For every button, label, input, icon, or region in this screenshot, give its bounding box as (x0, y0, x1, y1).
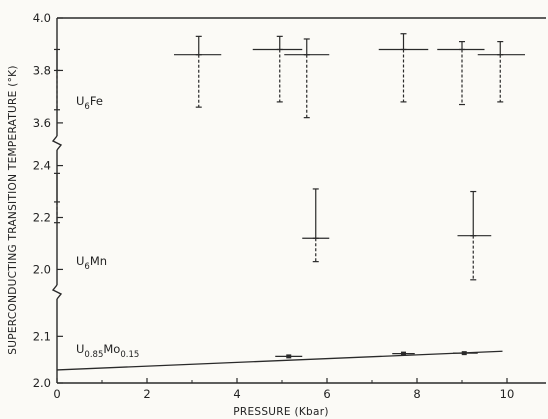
plot-frame (51, 17, 546, 384)
data-point (174, 35, 222, 108)
point-marker (401, 351, 406, 356)
svg-text:U0.85Mo0.15: U0.85Mo0.15 (76, 342, 139, 360)
y-tick-label: 4.0 (33, 11, 51, 25)
x-tick-label: 2 (143, 387, 150, 401)
data-point (437, 40, 485, 106)
y-tick-label: 2.0 (33, 262, 51, 276)
data-points (54, 33, 525, 359)
panel-label-u6mn: U6Mn (76, 254, 107, 272)
data-point (457, 190, 492, 281)
data-point (378, 33, 429, 103)
data-point (477, 40, 525, 103)
svg-text:U6Fe: U6Fe (76, 94, 103, 112)
x-tick-label: 10 (500, 387, 515, 401)
data-point (54, 172, 60, 224)
data-point (54, 48, 60, 111)
y-tick-label: 3.8 (33, 63, 51, 77)
x-tick-label: 4 (233, 387, 240, 401)
fit-line (56, 350, 503, 371)
y-tick-label: 2.1 (33, 329, 51, 343)
panel-label-u085mo015: U0.85Mo0.15 (76, 342, 139, 360)
y-tick-label: 2.4 (33, 159, 51, 173)
y-tick-label: 2.2 (33, 211, 51, 225)
data-point (252, 35, 303, 103)
data-point (453, 351, 478, 356)
y-tick-label: 3.6 (33, 116, 51, 130)
x-tick-label: 8 (413, 387, 420, 401)
x-axis-ticks: 0 2 4 6 8 10 (53, 378, 514, 401)
x-axis-label: PRESSURE (Kbar) (233, 406, 329, 418)
fit-lines (56, 350, 503, 371)
y-axis-label: SUPERCONDUCTING TRANSITION TEMPERATURE (… (7, 65, 19, 354)
point-marker (461, 351, 467, 356)
x-tick-label: 6 (323, 387, 330, 401)
point-marker (286, 354, 292, 359)
data-point (284, 38, 330, 119)
y-tick-label: 2.0 (33, 376, 51, 390)
data-point (275, 354, 303, 359)
data-point (392, 351, 415, 356)
panel-label-u6fe: U6Fe (76, 94, 103, 112)
y-axis-ticks: 3.6 3.8 4.0 2.0 2.2 2.4 2.0 2.1 (33, 11, 63, 390)
svg-text:U6Mn: U6Mn (76, 254, 107, 272)
x-tick-label: 0 (53, 387, 60, 401)
data-point (302, 188, 330, 263)
